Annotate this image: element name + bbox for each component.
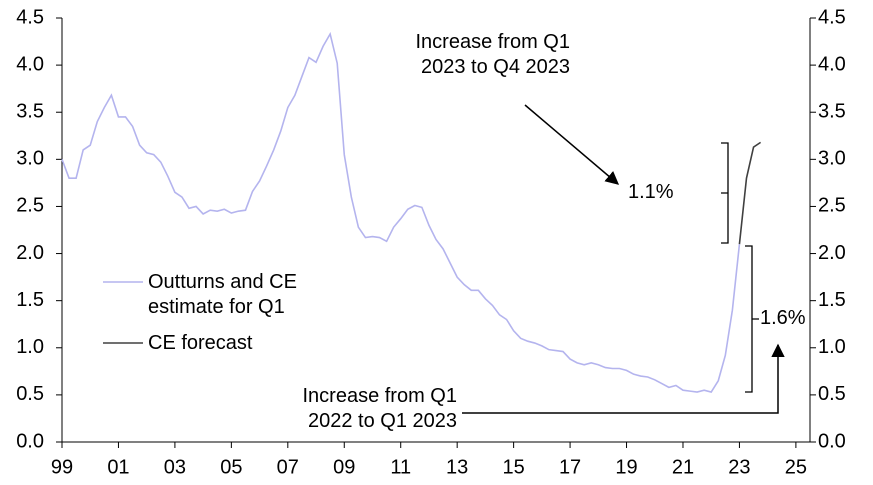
x-tick-label: 19 — [615, 456, 637, 478]
bracket-forecast — [721, 142, 729, 244]
x-tick-label: 15 — [502, 456, 524, 478]
arrow — [462, 343, 785, 414]
x-tick-label: 07 — [277, 456, 299, 478]
x-tick-label: 11 — [390, 456, 411, 478]
y-tick-label: 1.0 — [16, 336, 44, 358]
y2-tick-label: 2.0 — [818, 242, 846, 264]
x-tick-label: 09 — [333, 456, 355, 478]
brackets — [721, 142, 759, 393]
x-tick-label: 13 — [446, 456, 468, 478]
y-tick-label: 4.0 — [16, 53, 44, 75]
y2-tick-label: 1.0 — [818, 336, 846, 358]
x-tick-label: 23 — [728, 456, 750, 478]
data-line — [738, 141, 762, 245]
data-line — [61, 31, 741, 393]
annotation: 1.1% — [628, 181, 674, 203]
y2-tick-label: 1.5 — [818, 289, 846, 311]
y2-tick-label: 3.0 — [818, 148, 846, 170]
x-tick-label: 17 — [559, 456, 581, 478]
y2-tick-label: 4.5 — [818, 6, 846, 28]
arrow — [524, 104, 620, 185]
y2-tick-label: 3.5 — [818, 101, 846, 123]
axes — [61, 18, 811, 443]
legend-label: CE forecast — [148, 332, 253, 354]
y-tick-label: 2.5 — [16, 195, 44, 217]
y-tick-label: 4.5 — [16, 6, 44, 28]
y-tick-label: 0.5 — [16, 383, 44, 405]
x-tick-label: 03 — [164, 456, 186, 478]
y-tick-label: 3.5 — [16, 101, 44, 123]
legend-label: Outturns and CE estimate for Q1 — [148, 271, 297, 318]
y2-tick-label: 2.5 — [818, 195, 846, 217]
annotation: Increase from Q1 2022 to Q1 2023 — [302, 385, 457, 432]
x-tick-label: 25 — [785, 456, 807, 478]
x-tick-label: 99 — [51, 456, 73, 478]
annotation: 1.6% — [760, 307, 806, 329]
y-tick-label: 2.0 — [16, 242, 44, 264]
y2-tick-label: 0.5 — [818, 383, 846, 405]
y2-tick-label: 0.0 — [818, 430, 846, 452]
y-tick-label: 3.0 — [16, 148, 44, 170]
x-tick-label: 01 — [107, 456, 129, 478]
x-tick-label: 21 — [672, 456, 694, 478]
y-tick-label: 0.0 — [16, 430, 44, 452]
y2-tick-label: 4.0 — [818, 53, 846, 75]
x-tick-label: 05 — [220, 456, 242, 478]
bracket-outturn — [745, 245, 759, 393]
y-tick-label: 1.5 — [16, 289, 44, 311]
annotation: Increase from Q1 2023 to Q4 2023 — [415, 31, 570, 78]
